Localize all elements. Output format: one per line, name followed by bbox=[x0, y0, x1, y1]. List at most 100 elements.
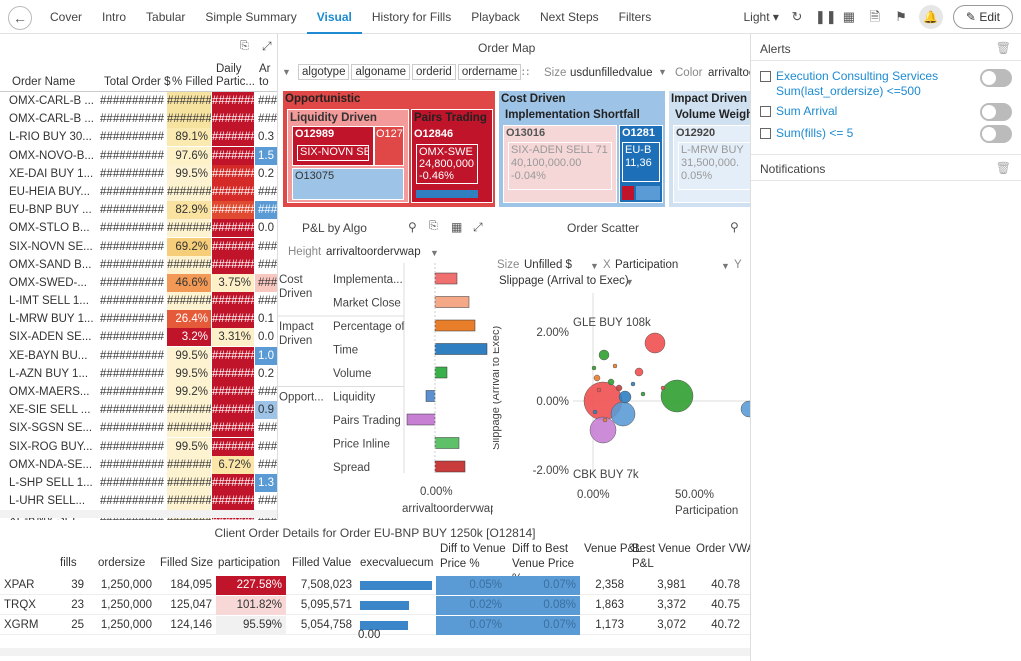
bookmark-icon[interactable]: ⚑ bbox=[895, 9, 907, 24]
height-selector[interactable]: arrivaltoordervwap bbox=[326, 246, 421, 258]
alert-toggle[interactable] bbox=[980, 103, 1012, 121]
col-filled[interactable]: % Filled bbox=[172, 76, 213, 88]
alert-toggle[interactable] bbox=[980, 69, 1012, 87]
node-eub[interactable]: EU-B 11,36 bbox=[622, 142, 660, 182]
alert-item[interactable]: Execution Consulting Services Sum(last_o… bbox=[760, 69, 1012, 101]
trash-icon[interactable]: 🗑 bbox=[995, 41, 1011, 55]
bell-icon[interactable]: 🔔 bbox=[918, 5, 943, 29]
expand-icon[interactable]: ⤢ bbox=[262, 39, 272, 53]
alert-label[interactable]: Sum Arrival bbox=[776, 104, 838, 118]
color-selector[interactable]: arrivaltoo bbox=[708, 67, 750, 79]
col-daily[interactable]: Daily Partic... bbox=[216, 63, 255, 88]
pause-icon[interactable]: ❚❚ bbox=[814, 9, 837, 24]
table-row[interactable]: L-IMT SELL 1... ########## ####### ###### ##… bbox=[0, 292, 277, 311]
y-selector[interactable]: Slippage (Arrival to Exec) bbox=[499, 275, 629, 287]
tab-simple-summary[interactable]: Simple Summary bbox=[205, 10, 297, 24]
hierarchy-pill-algoname[interactable]: algoname bbox=[351, 64, 410, 80]
node-aden[interactable]: SIX-ADEN SELL 71 40,100,000.00 -0.04% bbox=[508, 142, 612, 190]
search-icon[interactable]: ⚲ bbox=[730, 220, 739, 234]
column-header[interactable]: execvaluecum bbox=[360, 557, 434, 569]
tab-tabular[interactable]: Tabular bbox=[146, 10, 186, 24]
horizontal-scrollbar[interactable] bbox=[0, 510, 277, 518]
node-o12920[interactable]: O12920 L-MRW BUY 31,500,000. 0.05% bbox=[673, 125, 750, 203]
size-selector[interactable]: Unfilled $ bbox=[524, 259, 572, 271]
snapshot-icon[interactable]: ▦ bbox=[842, 9, 856, 24]
column-header[interactable]: Best Venue P&L bbox=[632, 543, 691, 570]
column-header[interactable]: Diff to Venue Price % bbox=[440, 543, 506, 570]
table-row[interactable]: OMX-CARL-B ... ########## ####### ###### ###… bbox=[0, 92, 277, 110]
size-selector[interactable]: usdunfilledvalue bbox=[570, 67, 653, 79]
column-header[interactable]: ordersize bbox=[98, 557, 146, 569]
table-row[interactable]: XE-DAI BUY 1... ##########99.5%##########… bbox=[0, 164, 277, 183]
table-row[interactable]: OMX-SAND B...###########################… bbox=[0, 255, 277, 274]
node-small-red[interactable] bbox=[622, 186, 634, 200]
node-o13075[interactable]: O13075 bbox=[292, 168, 404, 200]
table-row[interactable]: OMX-MAERS...##########99.2%############# bbox=[0, 383, 277, 401]
table-row[interactable]: OMX-NDA-SE...####################6.72%##… bbox=[0, 455, 277, 474]
column-header[interactable]: participation bbox=[218, 557, 281, 569]
node-small-blue[interactable] bbox=[416, 190, 478, 198]
table-row[interactable]: SIX-ROG BUY...##########99.5%###########… bbox=[0, 437, 277, 456]
node-o1281[interactable]: O1281 EU-B 11,36 bbox=[619, 125, 663, 203]
table-row[interactable]: L-MRW BUY 1...##########26.4%##########0… bbox=[0, 310, 277, 329]
table-row[interactable]: L-SHP SELL 1...#########################… bbox=[0, 473, 277, 492]
table-row[interactable]: L-AZN BUY 1...##########99.5%##########0… bbox=[0, 364, 277, 383]
table-row[interactable]: XGRM 25 1,250,000 124,146 95.59% 5,054,758 0.0… bbox=[0, 616, 750, 635]
node-mrw[interactable]: L-MRW BUY 31,500,000. 0.05% bbox=[678, 142, 750, 190]
tab-filters[interactable]: Filters bbox=[618, 10, 652, 24]
table-row[interactable]: XPAR 39 1,250,000 184,095 227.58% 7,508,023 0.… bbox=[0, 576, 750, 595]
table-row[interactable]: EU-BNP BUY ...##########82.9%###########… bbox=[0, 201, 277, 220]
chevron-down-icon[interactable]: ▼ bbox=[282, 67, 291, 77]
grid-dots-icon[interactable]: ∷ bbox=[522, 67, 529, 79]
tab-history-for-fills[interactable]: History for Fills bbox=[371, 10, 452, 24]
hierarchy-pill-ordername[interactable]: ordername bbox=[457, 64, 522, 80]
hierarchy-pill-orderid[interactable]: orderid bbox=[412, 64, 456, 80]
table-row[interactable]: OMX-CARL-B ... ########## ####### ###### ###… bbox=[0, 110, 277, 129]
table-row[interactable]: XE-SIE SELL ...#########################… bbox=[0, 401, 277, 420]
column-header[interactable]: fills bbox=[60, 557, 77, 569]
hierarchy-pill-algotype[interactable]: algotype bbox=[298, 64, 350, 80]
tab-intro[interactable]: Intro bbox=[102, 10, 127, 24]
node-omx-swe[interactable]: OMX-SWE 24,800,000 -0.46% bbox=[416, 144, 478, 184]
column-header[interactable]: Filled Size bbox=[160, 557, 214, 569]
table-row[interactable]: OMX-SWED-... ########## 46.6% 3.75% ### bbox=[0, 273, 277, 292]
column-header[interactable]: Order VWAP bbox=[696, 543, 763, 555]
export-icon[interactable]: ⎘ bbox=[240, 40, 249, 52]
alert-toggle[interactable] bbox=[980, 125, 1012, 143]
pdf-export-icon[interactable]: 🗎 bbox=[869, 9, 881, 24]
search-icon[interactable]: ⚲ bbox=[408, 220, 417, 234]
treemap-node-pairs-trading[interactable]: Pairs Trading O12846 OMX-SWE 24,800,000 … bbox=[411, 109, 493, 203]
chevron-down-icon[interactable]: ▼ bbox=[658, 67, 667, 77]
theme-selector[interactable]: Light ▾ bbox=[744, 10, 779, 24]
treemap-node-liquidity-driven[interactable]: Liquidity Driven O12989 SIX-NOVN SE O127… bbox=[287, 109, 409, 203]
column-header[interactable]: Venue P&L bbox=[584, 543, 642, 555]
back-arrow-icon[interactable]: ← bbox=[8, 6, 32, 30]
treemap-group-opportunistic[interactable]: Opportunistic Liquidity Driven O12989 SI… bbox=[282, 90, 496, 208]
column-header[interactable]: Filled Value bbox=[292, 557, 352, 569]
table-row[interactable]: EU-HEIA BUY... ########## ####### ###### ###… bbox=[0, 182, 277, 201]
edit-button[interactable]: ✎ Edit bbox=[952, 5, 1013, 29]
trash-icon[interactable]: 🗑 bbox=[995, 161, 1011, 175]
table-row[interactable]: OMX-STLO B...###########################… bbox=[0, 219, 277, 238]
chevron-down-icon[interactable]: ▼ bbox=[625, 277, 634, 287]
treemap-group-impact-driven[interactable]: Impact Driven Volume Weight O12920 L-MRW… bbox=[668, 90, 750, 208]
alert-checkbox[interactable] bbox=[760, 128, 771, 139]
tab-playback[interactable]: Playback bbox=[471, 10, 520, 24]
table-row[interactable]: L-RIO BUY 30... ##########89.1%##########… bbox=[0, 128, 277, 147]
node-o13016[interactable]: O13016 SIX-ADEN SELL 71 40,100,000.00 -0… bbox=[503, 125, 617, 203]
node-small-blue[interactable] bbox=[636, 186, 660, 200]
chevron-down-icon[interactable]: ▼ bbox=[590, 261, 599, 271]
x-selector[interactable]: Participation bbox=[615, 259, 679, 271]
chevron-down-icon[interactable]: ▼ bbox=[721, 261, 730, 271]
alert-label[interactable]: Sum(fills) <= 5 bbox=[776, 126, 854, 140]
table-row[interactable]: SIX-ADEN SE... ########## 3.2% 3.31% 0.0 bbox=[0, 328, 277, 347]
alert-checkbox[interactable] bbox=[760, 106, 771, 117]
node-o12989[interactable]: O12989 SIX-NOVN SE bbox=[292, 126, 374, 166]
table-row[interactable]: XE-BAYN BU...##########99.5%##########1.… bbox=[0, 346, 277, 365]
col-total-order[interactable]: Total Order $ bbox=[104, 76, 171, 88]
treemap-group-cost-driven[interactable]: Cost Driven Implementation Shortfall O13… bbox=[498, 90, 666, 208]
export-icon[interactable]: ⎘ bbox=[429, 220, 438, 232]
tab-visual[interactable]: Visual bbox=[306, 0, 362, 34]
alert-item[interactable]: Sum(fills) <= 5 bbox=[760, 125, 1012, 144]
table-row[interactable]: SIX-SGSN SE... ########## ####### ###### ###… bbox=[0, 419, 277, 438]
